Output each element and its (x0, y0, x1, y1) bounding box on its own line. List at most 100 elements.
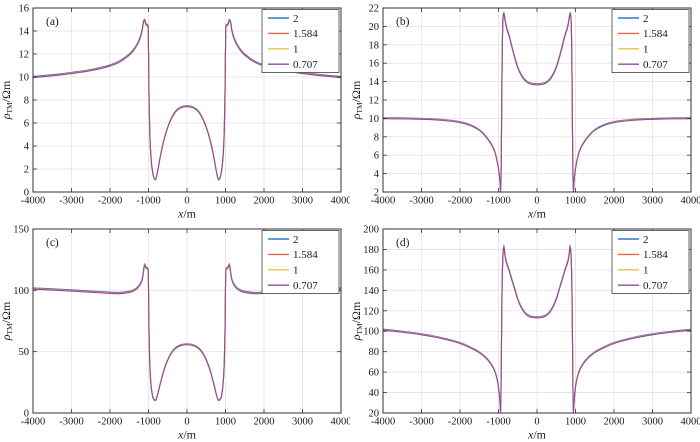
y-tick-label: 120 (363, 306, 379, 317)
legend-label: 0.707 (293, 59, 318, 71)
y-tick-label: 100 (13, 286, 29, 297)
y-tick-label: 60 (369, 368, 380, 379)
legend-entry-1.584: 1.584 (268, 28, 318, 40)
legend: 2 1.584 1 0.707 (261, 230, 340, 294)
legend-entry-1: 1 (618, 44, 649, 56)
y-tick-label: 8 (374, 132, 379, 143)
legend-box (611, 9, 690, 73)
legend: 2 1.584 1 0.707 (611, 230, 690, 294)
x-tick-label: -2000 (98, 417, 123, 428)
y-tick-label: 40 (369, 388, 380, 399)
y-tick-label: 20 (369, 22, 380, 33)
legend: 2 1.584 1 0.707 (261, 9, 340, 73)
y-tick-label: 4 (24, 142, 30, 153)
tick-labels: -4000 -3000 -2000 -1000 0 1000 2000 3000 4000 2 4 6… (369, 4, 700, 207)
panel-letter: (a) (46, 16, 59, 28)
y-axis-label: ρTM/Ωm (0, 80, 14, 120)
legend-entry-2: 2 (268, 13, 299, 25)
x-tick-label: 3000 (642, 417, 663, 428)
legend-entry-1.584: 1.584 (268, 249, 318, 261)
x-tick-label: -4000 (371, 417, 396, 428)
x-tick-label: -4000 (21, 196, 46, 207)
y-tick-label: 150 (13, 225, 29, 236)
y-tick-label: 180 (363, 245, 379, 256)
x-tick-label: -2000 (448, 196, 473, 207)
y-tick-label: 0 (24, 188, 29, 199)
legend-label: 1.584 (643, 28, 668, 40)
legend-entry-2: 2 (268, 234, 299, 246)
tick-labels: -4000 -3000 -2000 -1000 0 1000 2000 3000 4000 20 4… (363, 225, 700, 428)
curve-0.707 (383, 246, 691, 413)
x-tick-label: 4000 (681, 417, 700, 428)
y-tick-label: 6 (24, 119, 29, 130)
x-tick-label: 0 (534, 417, 539, 428)
x-tick-label: 3000 (292, 196, 313, 207)
x-tick-label: -3000 (59, 196, 84, 207)
legend-label: 1.584 (293, 28, 318, 40)
x-tick-label: -3000 (59, 417, 84, 428)
x-tick-label: 0 (184, 196, 189, 207)
x-tick-label: -4000 (21, 417, 46, 428)
panel-c-chart: -4000 -3000 -2000 -1000 0 1000 2000 3000 4000 0 50… (0, 225, 350, 442)
legend-entry-1: 1 (268, 265, 299, 277)
y-tick-label: 8 (24, 96, 29, 107)
legend-box (261, 9, 340, 73)
x-tick-label: -2000 (98, 196, 123, 207)
y-tick-label: 12 (369, 96, 380, 107)
x-tick-label: 1000 (215, 196, 236, 207)
legend-entry-1: 1 (268, 44, 299, 56)
x-tick-label: 0 (184, 417, 189, 428)
legend-label: 0.707 (643, 59, 668, 71)
x-tick-label: -3000 (409, 196, 434, 207)
legend-label: 0.707 (643, 280, 668, 292)
legend-entry-0.707: 0.707 (618, 280, 668, 292)
legend-label: 1 (293, 265, 299, 277)
x-tick-label: 0 (534, 196, 539, 207)
x-tick-label: 1000 (215, 417, 236, 428)
legend-label: 1.584 (643, 249, 668, 261)
legend-label: 1 (643, 265, 649, 277)
x-tick-label: 2000 (254, 417, 275, 428)
curve-0.707 (33, 20, 341, 181)
x-axis-label: x/m (177, 428, 197, 442)
y-tick-label: 4 (374, 169, 380, 180)
x-tick-label: 4000 (681, 196, 700, 207)
legend-label: 1.584 (293, 249, 318, 261)
panel-b-chart: -4000 -3000 -2000 -1000 0 1000 2000 3000 4000 2 4 6… (350, 4, 700, 221)
legend-box (261, 230, 340, 294)
y-tick-label: 2 (374, 188, 379, 199)
x-axis-label: x/m (527, 207, 547, 221)
x-tick-label: 1000 (565, 196, 586, 207)
panel-letter: (c) (46, 237, 59, 249)
legend-entry-0.707: 0.707 (268, 59, 318, 71)
series-curves (33, 18, 341, 181)
panel-d-chart: -4000 -3000 -2000 -1000 0 1000 2000 3000 4000 20 4… (350, 225, 700, 442)
y-tick-label: 80 (369, 347, 380, 358)
x-tick-label: -2000 (448, 417, 473, 428)
y-tick-label: 100 (363, 327, 379, 338)
x-tick-label: -1000 (136, 196, 161, 207)
panel-letter: (b) (396, 16, 410, 28)
y-tick-label: 12 (19, 50, 30, 61)
x-tick-label: -1000 (136, 417, 161, 428)
y-tick-label: 16 (369, 59, 380, 70)
y-tick-label: 20 (369, 409, 380, 420)
x-tick-label: 3000 (642, 196, 663, 207)
x-tick-label: 2000 (604, 417, 625, 428)
x-tick-label: 4000 (331, 196, 351, 207)
x-tick-label: 4000 (331, 417, 351, 428)
legend-entry-0.707: 0.707 (618, 59, 668, 71)
legend-label: 1 (293, 44, 299, 56)
y-tick-label: 22 (369, 4, 380, 15)
y-tick-label: 10 (19, 73, 30, 84)
tick-labels: -4000 -3000 -2000 -1000 0 1000 2000 3000 4000 0 2 4… (19, 4, 351, 207)
panel-letter: (d) (396, 237, 410, 249)
x-tick-label: 2000 (604, 196, 625, 207)
legend-label: 2 (293, 13, 299, 25)
legend-label: 0.707 (293, 280, 318, 292)
panel-a-chart: -4000 -3000 -2000 -1000 0 1000 2000 3000 4000 0 2 4… (0, 4, 351, 221)
tick-labels: -4000 -3000 -2000 -1000 0 1000 2000 3000 4000 0 50… (13, 225, 350, 428)
legend-entry-1: 1 (618, 265, 649, 277)
x-tick-label: 1000 (565, 417, 586, 428)
